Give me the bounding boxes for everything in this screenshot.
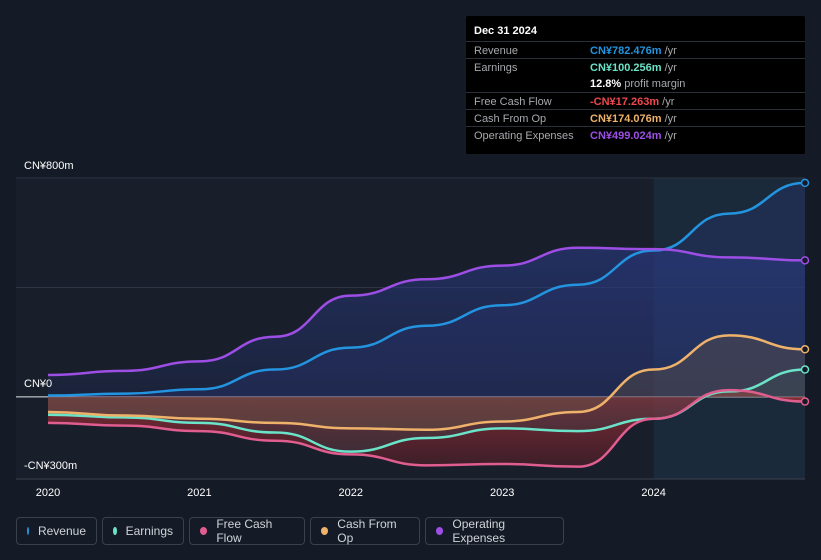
tooltip-row-margin: 12.8% profit margin [466, 75, 805, 92]
series-endpoint-earnings[interactable] [800, 365, 810, 374]
series-line-cash-from-op [47, 334, 806, 431]
area-cash-from-op [48, 335, 805, 430]
area-revenue [48, 182, 805, 397]
legend-label: Free Cash Flow [216, 517, 273, 545]
tooltip-row-opex: Operating Expenses CN¥499.024m /yr [466, 126, 805, 144]
legend-dot-icon [113, 527, 117, 535]
legend-item-earnings[interactable]: Earnings [102, 517, 184, 545]
tooltip-label: Operating Expenses [474, 130, 574, 142]
tooltip-value: CN¥174.076m /yr [590, 113, 677, 125]
series-line-revenue [47, 181, 806, 397]
series-line-operating-expenses [47, 246, 806, 377]
tooltip-label: Cash From Op [474, 113, 547, 125]
area-operating-expenses [48, 247, 805, 397]
series-endpoint-operating-expenses[interactable] [800, 256, 810, 265]
y-tick-label-top: CN¥800m [24, 160, 74, 172]
series-endpoint-free-cash-flow[interactable] [800, 397, 810, 406]
tooltip-value: CN¥782.476m /yr [590, 45, 677, 57]
legend-dot-icon [27, 527, 29, 535]
x-tick-label: 2020 [36, 487, 60, 499]
series-endpoint-revenue[interactable] [800, 178, 810, 188]
tooltip-value: CN¥100.256m /yr [590, 62, 677, 74]
series-line-free-cash-flow [47, 388, 806, 468]
y-tick-label-zero: CN¥0 [24, 378, 53, 390]
tooltip-row-revenue: Revenue CN¥782.476m /yr [466, 41, 805, 59]
tooltip-date: Dec 31 2024 [474, 25, 537, 37]
legend-dot-icon [200, 527, 208, 535]
legend-label: Earnings [125, 524, 173, 538]
tooltip-value: 12.8% profit margin [590, 78, 686, 90]
area-free-cash-flow [48, 390, 805, 467]
x-tick-label: 2024 [641, 487, 665, 499]
tooltip-value: CN¥499.024m /yr [590, 130, 677, 142]
x-tick-label: 2023 [490, 487, 514, 499]
tooltip-label: Free Cash Flow [474, 96, 552, 108]
tooltip-label: Revenue [474, 45, 519, 57]
legend-item-operating-expenses[interactable]: Operating Expenses [425, 517, 564, 545]
tooltip-value: -CN¥17.263m /yr [590, 96, 675, 108]
legend-item-free-cash-flow[interactable]: Free Cash Flow [189, 517, 305, 545]
series-endpoint-cash-from-op[interactable] [800, 345, 810, 354]
tooltip-row-fcf: Free Cash Flow -CN¥17.263m /yr [466, 92, 805, 110]
y-tick-label-bottom: -CN¥300m [24, 460, 78, 472]
tooltip-row-earnings: Earnings CN¥100.256m /yr [466, 58, 805, 76]
legend-label: Operating Expenses [452, 517, 506, 545]
area-earnings [48, 369, 805, 452]
x-tick-label: 2021 [187, 487, 211, 499]
tooltip-label: Earnings [474, 62, 518, 74]
legend-dot-icon [436, 527, 444, 535]
legend-item-cash-from-op[interactable]: Cash From Op [310, 517, 420, 545]
legend-label: Revenue [37, 524, 86, 538]
legend-item-revenue[interactable]: Revenue [16, 517, 97, 545]
legend-dot-icon [321, 527, 329, 535]
legend-label: Cash From Op [337, 517, 397, 545]
data-tooltip: Dec 31 2024 Revenue CN¥782.476m /yr Earn… [466, 16, 805, 154]
x-tick-label: 2022 [339, 487, 363, 499]
tooltip-row-cfo: Cash From Op CN¥174.076m /yr [466, 109, 805, 127]
